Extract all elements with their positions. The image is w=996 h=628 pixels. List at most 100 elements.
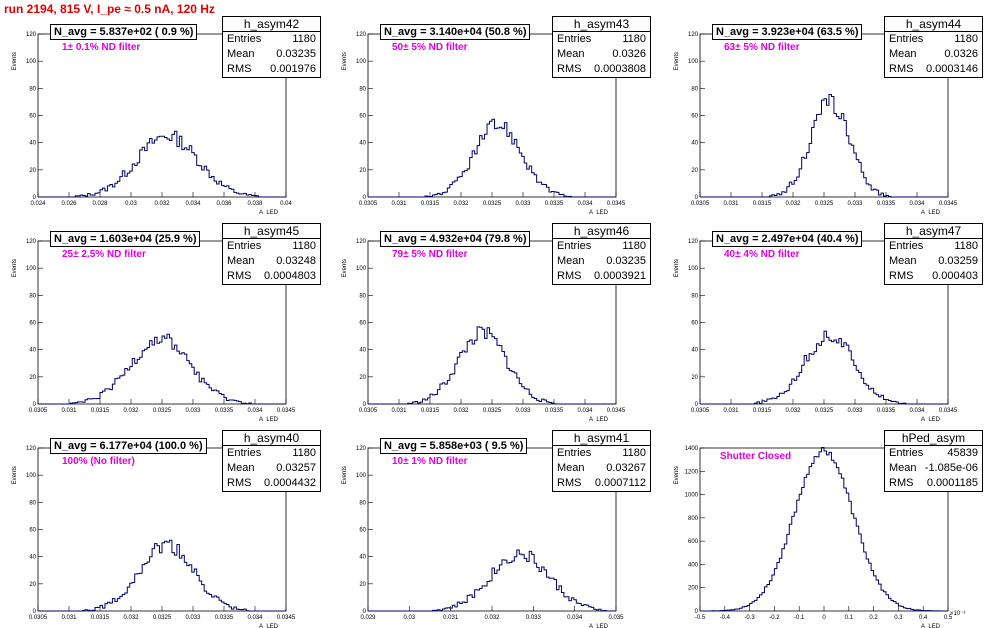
x-tick-label: 0.0335 [215,408,234,414]
x-tick-label: -0.5 [695,615,706,621]
mean-label: Mean [889,462,917,474]
x-tick-label: -0.2 [769,615,780,621]
rms-value: 0.0003808 [594,63,646,75]
x-tick-label: 0.0345 [939,408,958,414]
x-tick-label: 0.032 [785,408,801,414]
histogram-series [700,446,948,612]
mean-label: Mean [227,255,255,267]
x-tick-label: 0.0335 [215,615,234,621]
x-tick-label: 0.032 [154,201,170,207]
y-tick-label: 120 [26,239,37,245]
y-tick-label: 120 [688,32,699,38]
mean-value: 0.03248 [276,255,316,267]
x-tick-label: 0.033 [515,408,531,414]
histogram-name: h_asym46 [553,224,650,239]
y-tick-label: 40 [691,141,698,147]
mean-label: Mean [889,48,917,60]
entries-label: Entries [227,447,262,459]
rms-label: RMS [227,63,252,75]
x-tick-label: 0.031 [61,615,77,621]
histogram-pad-h_asym47: 0.0305 0.031 0.0315 0.032 0.0325 0.033 0.0335 0… [662,221,983,421]
stats-box: h_asym46 Entries 1180 Mean 0.03235 RMS 0.00039… [552,223,651,285]
x-tick-label: 0 [822,615,826,621]
y-tick-label: 100 [356,59,367,65]
rms-label: RMS [889,270,914,282]
x-tick-label: 0.031 [391,201,407,207]
x-tick-label: 0.035 [608,615,624,621]
x-tick-label: 0.033 [847,408,863,414]
mean-value: -1.085e-06 [924,462,978,474]
mean-label: Mean [227,462,255,474]
mean-label: Mean [557,48,585,60]
x-axis-label: A_LED [589,210,609,214]
histogram-series [38,130,286,198]
y-tick-label: 100 [26,59,37,65]
x-tick-label: 0.032 [123,615,139,621]
y-tick-label: 120 [26,32,37,38]
y-tick-label: 80 [29,86,36,92]
entries-label: Entries [889,33,924,45]
x-tick-label: 0.0315 [753,408,772,414]
y-tick-label: 100 [356,266,367,272]
x-tick-label: 0.034 [909,201,925,207]
x-tick-label: 0.026 [61,201,77,207]
y-tick-label: 80 [29,500,36,506]
y-tick-label: 100 [688,266,699,272]
y-tick-label: 20 [29,168,36,174]
histogram-name: h_asym47 [885,224,982,239]
y-axis-label: Events [342,52,348,70]
y-tick-label: 60 [29,528,36,534]
x-tick-label: 0.0315 [421,201,440,207]
x-tick-label: 0.034 [909,408,925,414]
x-tick-label: 0.0315 [421,408,440,414]
y-axis-label: Events [12,466,18,484]
x-tick-label: 0.0325 [815,408,834,414]
rms-label: RMS [557,63,582,75]
rms-label: RMS [227,270,252,282]
histogram-name: h_asym43 [553,17,650,32]
y-tick-label: 600 [688,539,699,545]
mean-value: 0.03267 [606,462,646,474]
histogram-name: h_asym41 [553,431,650,446]
x-tick-label: 0.033 [515,201,531,207]
x-tick-label: 0.0325 [815,201,834,207]
rms-value: 0.0004803 [264,270,316,282]
mean-value: 0.0326 [612,48,646,60]
entries-label: Entries [227,240,262,252]
x-tick-label: 0.0305 [29,615,48,621]
stats-box: h_asym41 Entries 1180 Mean 0.03267 RMS 0.00071… [552,430,651,492]
y-tick-label: 20 [359,375,366,381]
y-tick-label: 800 [688,516,699,522]
histogram-pad-h_asym40: 0.0305 0.031 0.0315 0.032 0.0325 0.033 0.0335 0… [0,428,321,628]
y-tick-label: 120 [356,239,367,245]
x-tick-label: 0.0325 [483,408,502,414]
rms-label: RMS [557,270,582,282]
x-tick-label: 0.0325 [153,408,172,414]
y-tick-label: 120 [688,239,699,245]
x-tick-label: 0.0305 [691,201,710,207]
filter-label: 50± 5% ND filter [392,42,468,53]
rms-value: 0.0003921 [594,270,646,282]
x-tick-label: 0.3 [894,615,903,621]
x-tick-label: 0.0315 [753,201,772,207]
histogram-series [368,326,616,405]
y-tick-label: 80 [691,293,698,299]
x-tick-label: 0.0305 [359,408,378,414]
x-tick-label: 0.03 [125,201,137,207]
x-axis-label: A_LED [259,624,279,628]
filter-label: 79± 5% ND filter [392,249,468,260]
histogram-name: h_asym45 [223,224,320,239]
y-tick-label: 20 [29,375,36,381]
navg-label: N_avg = 2.497e+04 (40.4 %) [712,231,863,247]
y-tick-label: 80 [359,86,366,92]
filter-label: 10± 1% ND filter [392,456,468,467]
y-axis-label: Events [342,259,348,277]
y-tick-label: 1000 [685,493,699,499]
navg-label: N_avg = 6.177e+04 (100.0 %) [50,438,207,454]
x-tick-label: 0.034 [577,201,593,207]
x-tick-label: -0.1 [794,615,805,621]
y-tick-label: 0 [695,402,699,408]
y-tick-label: 100 [356,473,367,479]
x-tick-label: 0.031 [61,408,77,414]
filter-label: Shutter Closed [720,451,792,462]
